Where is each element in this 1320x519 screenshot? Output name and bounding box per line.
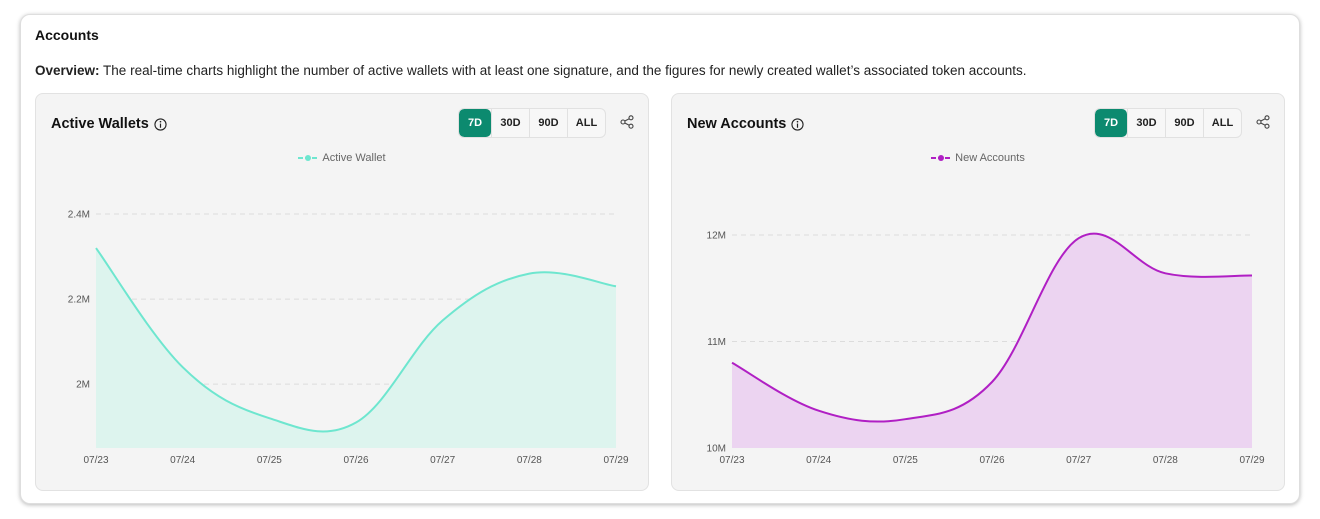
range-selector: 7D 30D 90D ALL — [1094, 108, 1242, 138]
data-point[interactable] — [899, 413, 911, 425]
x-tick-label: 07/25 — [893, 455, 918, 466]
data-point[interactable] — [986, 376, 998, 388]
range-30d-button[interactable]: 30D — [1127, 109, 1165, 137]
active-wallets-chart: 2M 2.2M 2.4M 07/23 07/24 07/25 07/26 07/27 07/28… — [68, 210, 629, 467]
y-tick-label: 12M — [707, 231, 726, 242]
x-tick-label: 07/24 — [806, 455, 831, 466]
new-accounts-chart: 10M 11M 12M 07/23 07/24 07/25 07/26 07/27 07/28 0… — [707, 231, 1265, 467]
data-point[interactable] — [437, 314, 449, 326]
x-tick-label: 07/29 — [603, 455, 628, 466]
overview-text: Overview: The real-time charts highlight… — [35, 63, 1027, 78]
legend-label: New Accounts — [955, 152, 1025, 164]
chart-legend[interactable]: New Accounts — [672, 152, 1284, 164]
x-tick-label: 07/28 — [1153, 455, 1178, 466]
data-point[interactable] — [523, 268, 535, 280]
data-point[interactable] — [610, 280, 622, 292]
accounts-panel: Accounts Overview: The real-time charts … — [20, 14, 1300, 504]
legend-marker-icon — [931, 155, 952, 161]
range-all-button[interactable]: ALL — [567, 109, 605, 137]
data-point[interactable] — [726, 357, 738, 369]
data-point[interactable] — [350, 416, 362, 428]
data-point[interactable] — [813, 405, 825, 417]
y-tick-label: 2M — [76, 380, 90, 391]
x-tick-label: 07/27 — [1066, 455, 1091, 466]
x-tick-label: 07/28 — [517, 455, 542, 466]
range-7d-button[interactable]: 7D — [459, 109, 491, 137]
active-wallets-card: Active Wallets 7D 30D 90D ALL Active Wal… — [35, 93, 649, 491]
range-all-button[interactable]: ALL — [1203, 109, 1241, 137]
series-line[interactable] — [95, 247, 617, 433]
x-tick-label: 07/26 — [343, 455, 368, 466]
legend-marker-icon — [298, 155, 319, 161]
x-tick-label: 07/23 — [719, 455, 744, 466]
x-tick-label: 07/26 — [979, 455, 1004, 466]
data-point[interactable] — [90, 242, 102, 254]
chart-legend[interactable]: Active Wallet — [36, 152, 648, 164]
y-tick-label: 2.4M — [68, 210, 90, 221]
overview-description: The real-time charts highlight the numbe… — [99, 63, 1027, 78]
x-tick-label: 07/29 — [1239, 455, 1264, 466]
data-point[interactable] — [1073, 232, 1085, 244]
series-area — [96, 248, 616, 448]
legend-label: Active Wallet — [322, 152, 386, 164]
y-tick-label: 10M — [707, 444, 726, 455]
x-tick-label: 07/23 — [83, 455, 108, 466]
x-tick-label: 07/25 — [257, 455, 282, 466]
card-title: Active Wallets — [51, 116, 167, 132]
new-accounts-title: New Accounts — [687, 116, 787, 132]
card-title: New Accounts — [687, 116, 805, 132]
data-point[interactable] — [1159, 267, 1171, 279]
info-icon[interactable] — [154, 117, 167, 131]
data-point[interactable] — [1246, 269, 1258, 281]
series-line[interactable] — [731, 232, 1253, 423]
new-accounts-card: New Accounts 7D 30D 90D ALL New Accounts… — [671, 93, 1285, 491]
overview-label: Overview: — [35, 63, 100, 78]
active-wallets-title: Active Wallets — [51, 116, 149, 132]
range-90d-button[interactable]: 90D — [529, 109, 567, 137]
x-tick-label: 07/27 — [430, 455, 455, 466]
range-7d-button[interactable]: 7D — [1095, 109, 1127, 137]
x-tick-label: 07/24 — [170, 455, 195, 466]
range-selector: 7D 30D 90D ALL — [458, 108, 606, 138]
y-tick-label: 11M — [707, 337, 726, 348]
share-icon[interactable] — [1256, 115, 1270, 129]
range-90d-button[interactable]: 90D — [1165, 109, 1203, 137]
section-title: Accounts — [35, 27, 99, 43]
info-icon[interactable] — [791, 117, 805, 131]
y-tick-label: 2.2M — [68, 295, 90, 306]
data-point[interactable] — [177, 361, 189, 373]
share-icon[interactable] — [620, 115, 634, 129]
data-point[interactable] — [263, 412, 275, 424]
series-area — [732, 233, 1252, 448]
range-30d-button[interactable]: 30D — [491, 109, 529, 137]
